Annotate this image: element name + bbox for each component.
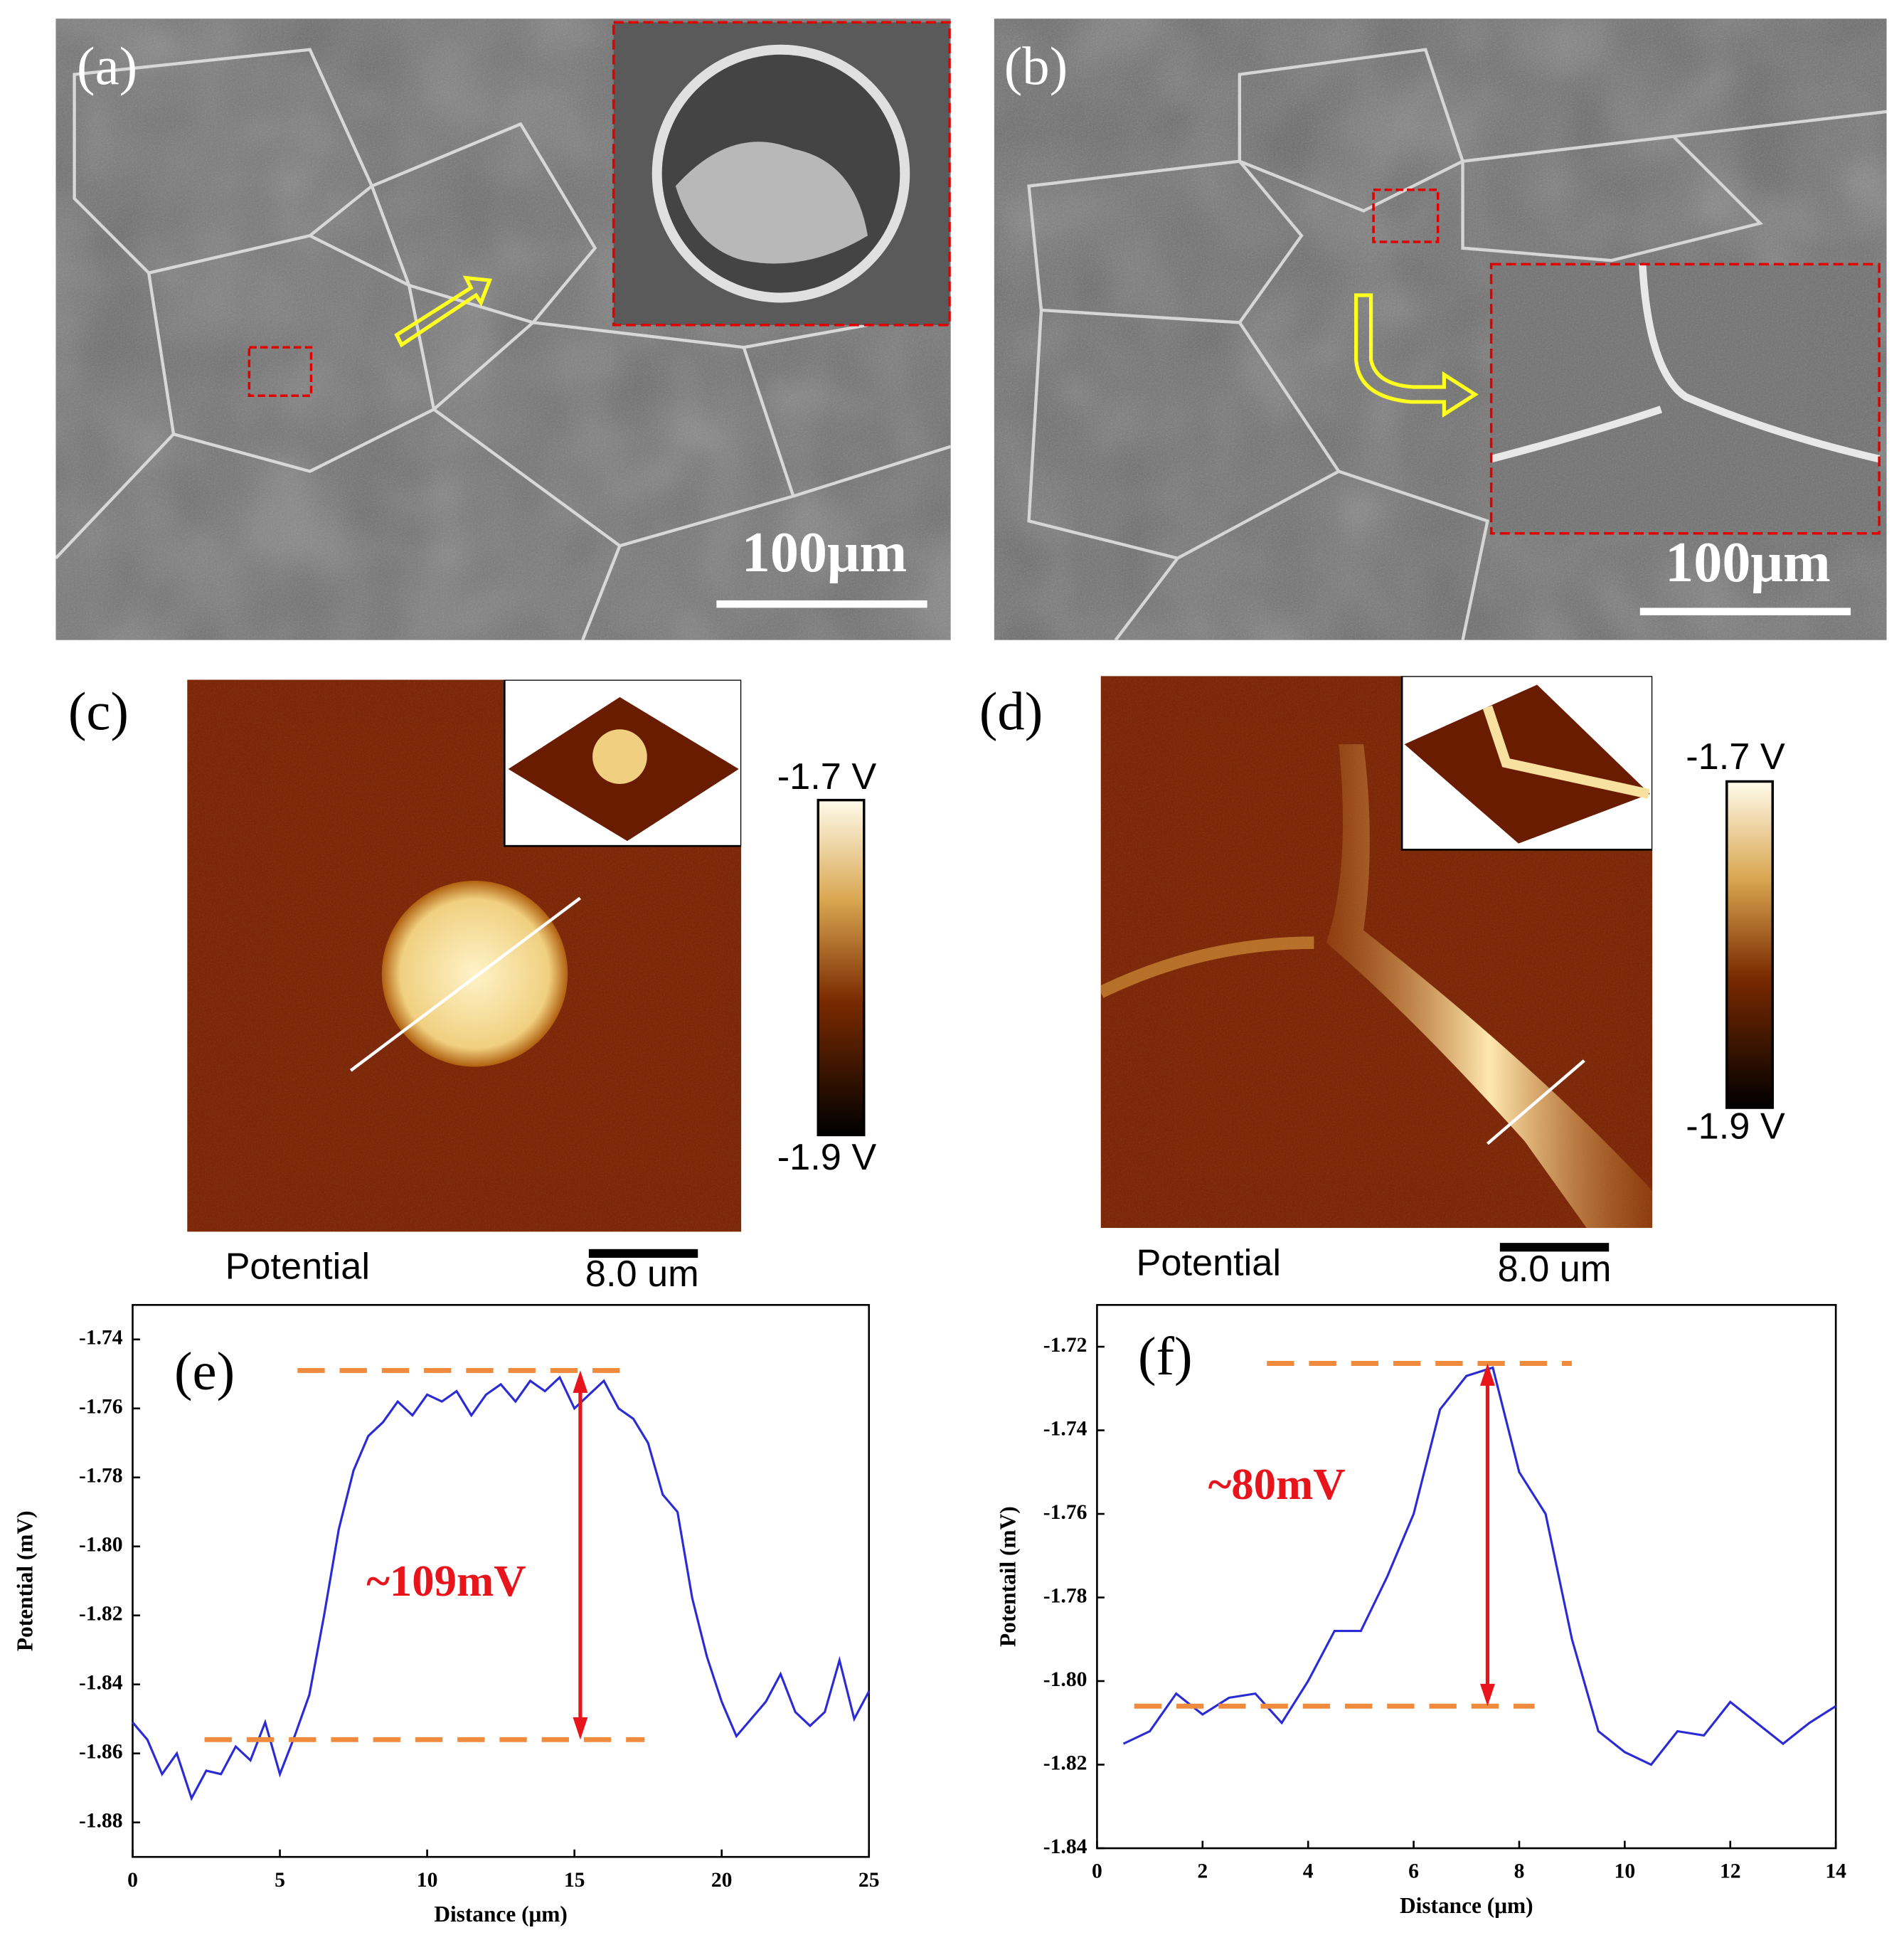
x-tick-label: 20	[711, 1869, 733, 1892]
x-tick-label: 25	[858, 1869, 880, 1892]
panel-label: (a)	[77, 36, 137, 97]
panel-label: (f)	[1138, 1326, 1193, 1387]
inset-frame	[612, 21, 951, 327]
colorbar-max: -1.7 V	[777, 756, 877, 797]
y-tick-label: -1.74	[79, 1327, 123, 1350]
y-tick-label: -1.82	[79, 1603, 123, 1626]
colorbar-max: -1.7 V	[1686, 736, 1785, 778]
data-line	[1122, 1366, 1836, 1766]
scale-bar	[1499, 1243, 1610, 1252]
scale-bar-label: 100μm	[742, 521, 907, 584]
colorbar-min: -1.9 V	[777, 1137, 877, 1178]
channel-label: Potential	[1137, 1242, 1281, 1283]
scale-bar	[716, 600, 927, 608]
panel-label: (c)	[68, 681, 129, 741]
arrow-head	[1479, 1363, 1495, 1386]
arrow-head	[1479, 1683, 1495, 1707]
y-tick-label: -1.80	[1043, 1668, 1087, 1691]
inset-frame	[1489, 263, 1881, 535]
x-tick-label: 12	[1720, 1860, 1741, 1883]
channel-label: Potential	[225, 1246, 370, 1288]
y-tick-label: -1.72	[1043, 1334, 1087, 1357]
x-tick-label: 6	[1408, 1860, 1419, 1883]
scale-bar-label: 8.0 um	[585, 1254, 699, 1295]
y-tick-label: -1.84	[1043, 1835, 1087, 1858]
arrow-head	[573, 1370, 588, 1393]
sem-image-b	[994, 18, 1887, 640]
annotation: ~109mV	[366, 1556, 526, 1606]
y-tick-label: -1.78	[79, 1465, 123, 1488]
y-axis-title: Potentail (mV)	[996, 1506, 1021, 1647]
panel-label: (d)	[979, 681, 1043, 741]
x-tick-label: 0	[1092, 1860, 1102, 1883]
scale-bar-label: 100μm	[1665, 531, 1830, 594]
x-tick-label: 15	[564, 1869, 585, 1892]
x-tick-label: 5	[275, 1869, 285, 1892]
y-tick-label: -1.82	[1043, 1751, 1087, 1774]
panel-label: (b)	[1004, 36, 1068, 97]
x-tick-label: 10	[417, 1869, 438, 1892]
x-tick-label: 10	[1615, 1860, 1636, 1883]
kpfm-map-d	[1100, 676, 1653, 1229]
x-axis-title: Distance (μm)	[1400, 1893, 1533, 1918]
plot-frame	[1096, 1303, 1837, 1850]
y-tick-label: -1.76	[79, 1396, 123, 1419]
y-tick-label: -1.86	[79, 1741, 123, 1764]
region-box	[1372, 189, 1440, 243]
x-tick-label: 4	[1303, 1860, 1314, 1883]
annotation: ~80mV	[1208, 1459, 1346, 1509]
region-box	[248, 346, 313, 397]
plot-frame	[132, 1303, 871, 1858]
colorbar-min: -1.9 V	[1686, 1106, 1785, 1148]
y-tick-label: -1.78	[1043, 1584, 1087, 1607]
y-tick-label: -1.74	[1043, 1417, 1087, 1440]
scale-bar-label: 8.0 um	[1498, 1249, 1612, 1290]
y-tick-label: -1.84	[79, 1672, 123, 1695]
colorbar	[817, 798, 866, 1137]
scale-bar	[1639, 608, 1851, 615]
y-axis-title: Potential (mV)	[13, 1510, 38, 1651]
y-tick-label: -1.80	[79, 1534, 123, 1557]
colorbar	[1725, 780, 1775, 1109]
x-tick-label: 8	[1514, 1860, 1525, 1883]
kpfm-map-c	[187, 679, 742, 1232]
y-tick-label: -1.88	[79, 1810, 123, 1833]
scale-bar	[588, 1249, 698, 1258]
sem-image-a	[55, 18, 951, 640]
x-axis-title: Distance (μm)	[434, 1902, 568, 1927]
arrow-head	[573, 1717, 588, 1740]
y-tick-label: -1.76	[1043, 1501, 1087, 1524]
data-line	[132, 1375, 871, 1801]
x-tick-label: 2	[1197, 1860, 1208, 1883]
panel-label: (e)	[174, 1341, 235, 1401]
x-tick-label: 0	[127, 1869, 138, 1892]
x-tick-label: 14	[1825, 1860, 1846, 1883]
